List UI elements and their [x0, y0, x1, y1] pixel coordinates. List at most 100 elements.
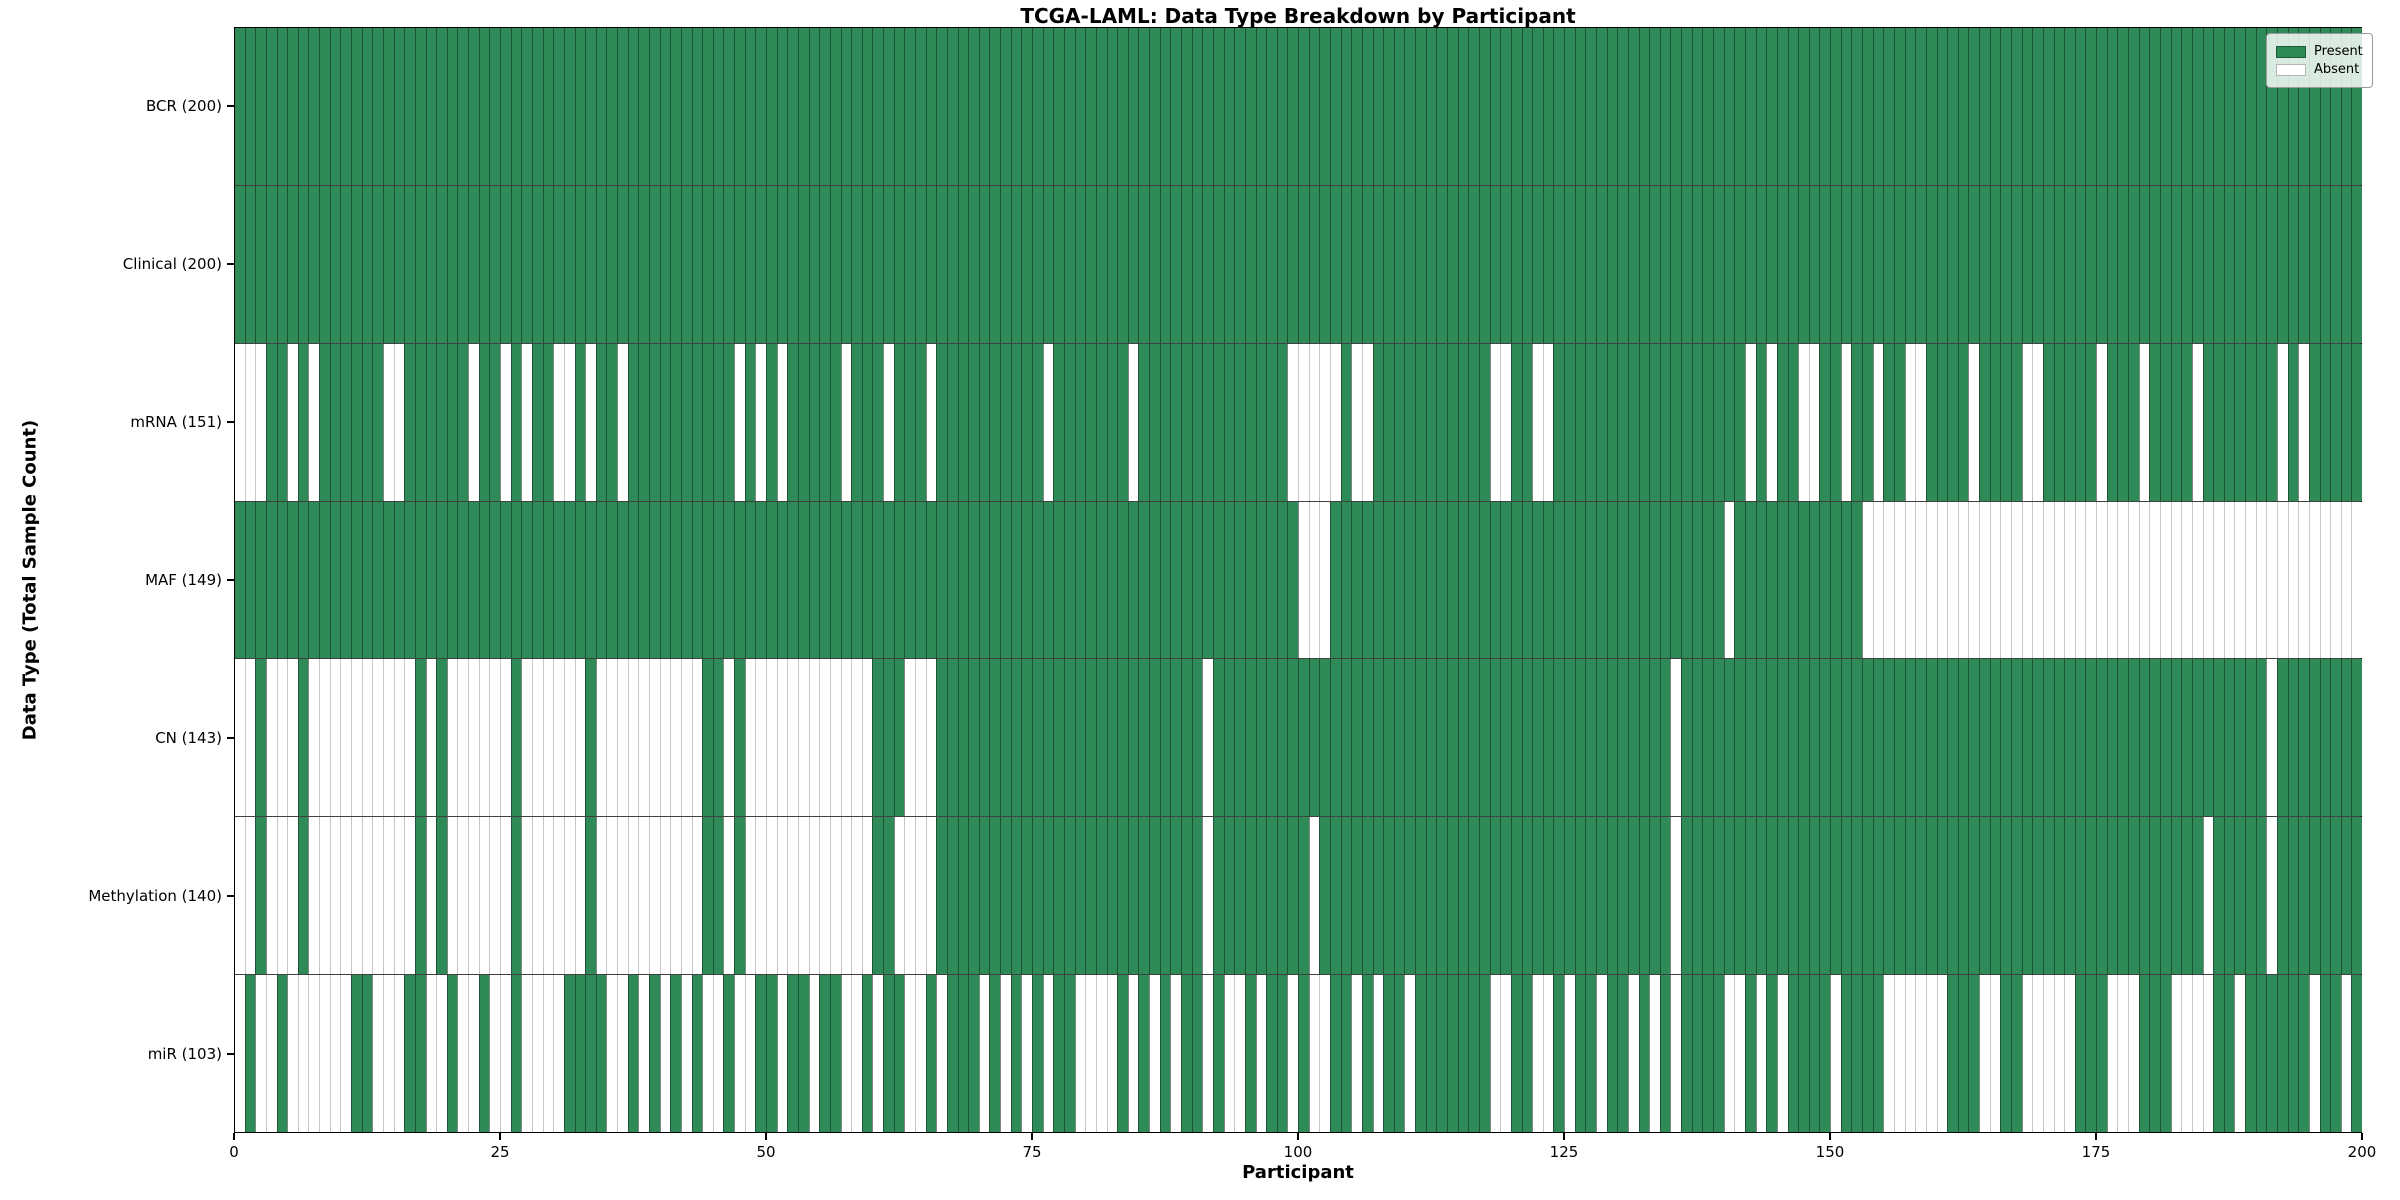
heatmap-cell	[2213, 28, 2224, 185]
heatmap-cell	[872, 28, 884, 185]
x-axis-tick	[2095, 1133, 2097, 1140]
x-axis-tick	[499, 1133, 501, 1140]
heatmap-cell	[1425, 501, 1437, 659]
heatmap-cell	[1117, 659, 1128, 817]
x-axis-tick	[1563, 1133, 1565, 1140]
heatmap-cell	[2149, 975, 2160, 1133]
y-axis-tick-label: Clinical (200)	[122, 255, 222, 273]
heatmap-cell	[1521, 343, 1533, 501]
heatmap-cell	[1744, 185, 1756, 343]
heatmap-cell	[1457, 659, 1469, 817]
heatmap-cell	[2128, 185, 2139, 343]
heatmap-cell	[1883, 343, 1894, 501]
heatmap-cell	[744, 185, 756, 343]
x-axis-tick-label: 175	[2081, 1143, 2111, 1161]
heatmap-cell	[1436, 501, 1448, 659]
heatmap-cell	[893, 975, 905, 1133]
heatmap-cell	[2287, 185, 2299, 343]
y-axis-tick-label: CN (143)	[155, 729, 222, 747]
heatmap-cell	[2021, 343, 2033, 501]
heatmap-cell	[1510, 817, 1522, 975]
heatmap-cell	[1010, 817, 1022, 975]
heatmap-cell	[1532, 501, 1543, 659]
heatmap-cell	[585, 975, 596, 1133]
heatmap-cell	[1574, 185, 1586, 343]
heatmap-cell	[1074, 28, 1086, 185]
heatmap-cell	[1553, 28, 1565, 185]
heatmap-cell	[287, 659, 298, 817]
heatmap-cell	[235, 501, 245, 659]
heatmap-cell	[2170, 659, 2182, 817]
heatmap-cell	[1149, 185, 1160, 343]
heatmap-cell	[2330, 28, 2341, 185]
heatmap-cell	[319, 343, 330, 501]
heatmap-cell	[1542, 343, 1554, 501]
heatmap-cell	[2181, 501, 2192, 659]
heatmap-cell	[1032, 975, 1043, 1133]
heatmap-cell	[1893, 28, 1905, 185]
heatmap-cell	[1936, 975, 1948, 1133]
heatmap-cell	[2149, 501, 2160, 659]
heatmap-cell	[1095, 28, 1107, 185]
heatmap-cell	[1351, 185, 1362, 343]
heatmap-cell	[521, 817, 532, 975]
heatmap-cell	[1074, 975, 1086, 1133]
x-axis-tick-label: 125	[1549, 1143, 1579, 1161]
heatmap-cell	[1979, 185, 1990, 343]
heatmap-cell	[1085, 343, 1096, 501]
heatmap-cell	[1723, 343, 1735, 501]
heatmap-cell	[1776, 975, 1788, 1133]
heatmap-cell	[1276, 501, 1288, 659]
heatmap-cell	[521, 975, 532, 1133]
heatmap-cell	[2021, 28, 2033, 185]
heatmap-cell	[1489, 343, 1501, 501]
heatmap-cell	[617, 185, 628, 343]
heatmap-cell	[414, 185, 426, 343]
heatmap-cell	[1904, 659, 1916, 817]
heatmap-cell	[235, 343, 245, 501]
heatmap-cell	[861, 975, 873, 1133]
heatmap-cell	[1074, 501, 1086, 659]
heatmap-cell	[595, 185, 607, 343]
heatmap-cell	[1787, 501, 1799, 659]
heatmap-cell	[2106, 28, 2118, 185]
heatmap-cell	[680, 185, 692, 343]
heatmap-cell	[936, 185, 947, 343]
heatmap-cell	[989, 185, 1001, 343]
heatmap-cell	[1734, 185, 1745, 343]
heatmap-cell	[1212, 817, 1224, 975]
heatmap-cell	[1159, 975, 1171, 1133]
heatmap-cell	[1287, 28, 1299, 185]
heatmap-cell	[2138, 501, 2150, 659]
heatmap-cell	[1372, 501, 1384, 659]
heatmap-cell	[1798, 817, 1809, 975]
heatmap-cell	[361, 817, 373, 975]
heatmap-cell	[1989, 343, 2001, 501]
heatmap-cell	[606, 975, 618, 1133]
heatmap-cell	[2277, 659, 2288, 817]
heatmap-cell	[1713, 975, 1724, 1133]
heatmap-cell	[2319, 501, 2331, 659]
heatmap-cell	[2287, 975, 2299, 1133]
heatmap-cell	[1266, 975, 1277, 1133]
heatmap-cell	[2000, 501, 2011, 659]
heatmap-cell	[766, 501, 777, 659]
heatmap-cell	[893, 185, 905, 343]
heatmap-cell	[1617, 975, 1628, 1133]
heatmap-cell	[872, 975, 884, 1133]
heatmap-cell	[1723, 975, 1735, 1133]
heatmap-cell	[2159, 659, 2171, 817]
heatmap-cell	[478, 975, 490, 1133]
heatmap-cell	[797, 185, 809, 343]
heatmap-cell	[255, 501, 266, 659]
heatmap-cell	[1127, 28, 1139, 185]
heatmap-cell	[595, 343, 607, 501]
heatmap-cell	[755, 659, 767, 817]
heatmap-cell	[968, 185, 979, 343]
legend-item-present: Present	[2276, 44, 2363, 59]
heatmap-cell	[904, 185, 915, 343]
heatmap-cell	[989, 659, 1001, 817]
heatmap-cell	[776, 659, 788, 817]
heatmap-cell	[861, 501, 873, 659]
heatmap-cell	[2032, 343, 2043, 501]
